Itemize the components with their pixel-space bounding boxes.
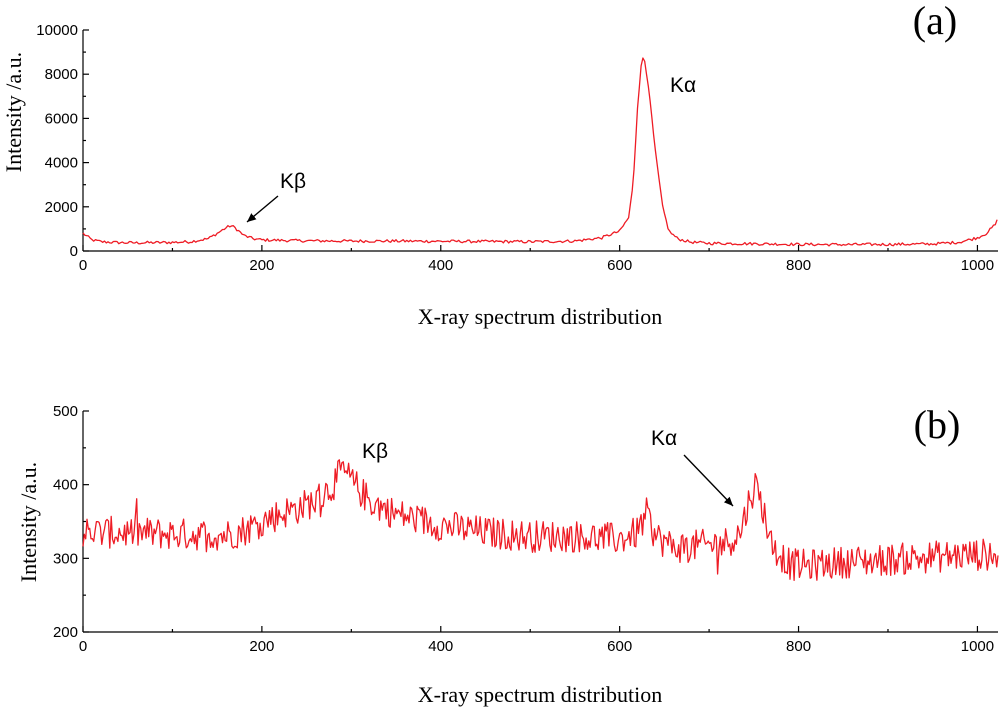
y-tick-label: 0 [70,243,78,260]
x-tick-label: 800 [786,638,811,655]
y-tick-label: 2000 [45,199,78,216]
x-tick-label: 800 [786,257,811,274]
x-tick-label: 200 [249,257,274,274]
y-tick-label: 10000 [36,22,78,39]
spectrum-series-line [82,57,998,247]
y-tick-label: 4000 [45,155,78,172]
panel-a-label: (a) [913,0,957,43]
y-tick-label: 8000 [45,66,78,83]
annotation-label: Kβ [362,440,388,463]
x-tick-label: 600 [607,257,632,274]
panel-b-xlabel: X-ray spectrum distribution [418,682,662,707]
panel-b-chart: Intensity /a.u. X-ray spectrum distribut… [16,402,999,707]
panel-a-chart: Intensity /a.u. X-ray spectrum distribut… [1,0,998,329]
x-tick-label: 0 [79,257,87,274]
y-tick-label: 200 [53,624,78,641]
panel-b-ylabel: Intensity /a.u. [16,462,41,582]
y-tick-label: 6000 [45,110,78,127]
y-tick-label: 400 [53,477,78,494]
panel-a-ylabel: Intensity /a.u. [1,52,26,172]
y-tick-label: 300 [53,550,78,567]
x-tick-label: 0 [79,638,87,655]
y-tick-label: 500 [53,403,78,420]
x-tick-label: 400 [428,638,453,655]
annotation-label: Kβ [280,170,306,193]
panel-a-xlabel: X-ray spectrum distribution [418,304,662,329]
x-tick-label: 1000 [961,638,994,655]
x-tick-label: 400 [428,257,453,274]
panel-b-label: (b) [914,402,961,447]
annotation-arrow [683,454,734,507]
x-tick-label: 600 [607,638,632,655]
annotation-arrow [246,195,279,223]
x-tick-label: 1000 [961,257,994,274]
annotation-label: Kα [651,427,677,450]
annotation-label: Kα [670,74,696,97]
x-tick-label: 200 [249,638,274,655]
spectrum-series-line [82,459,999,582]
